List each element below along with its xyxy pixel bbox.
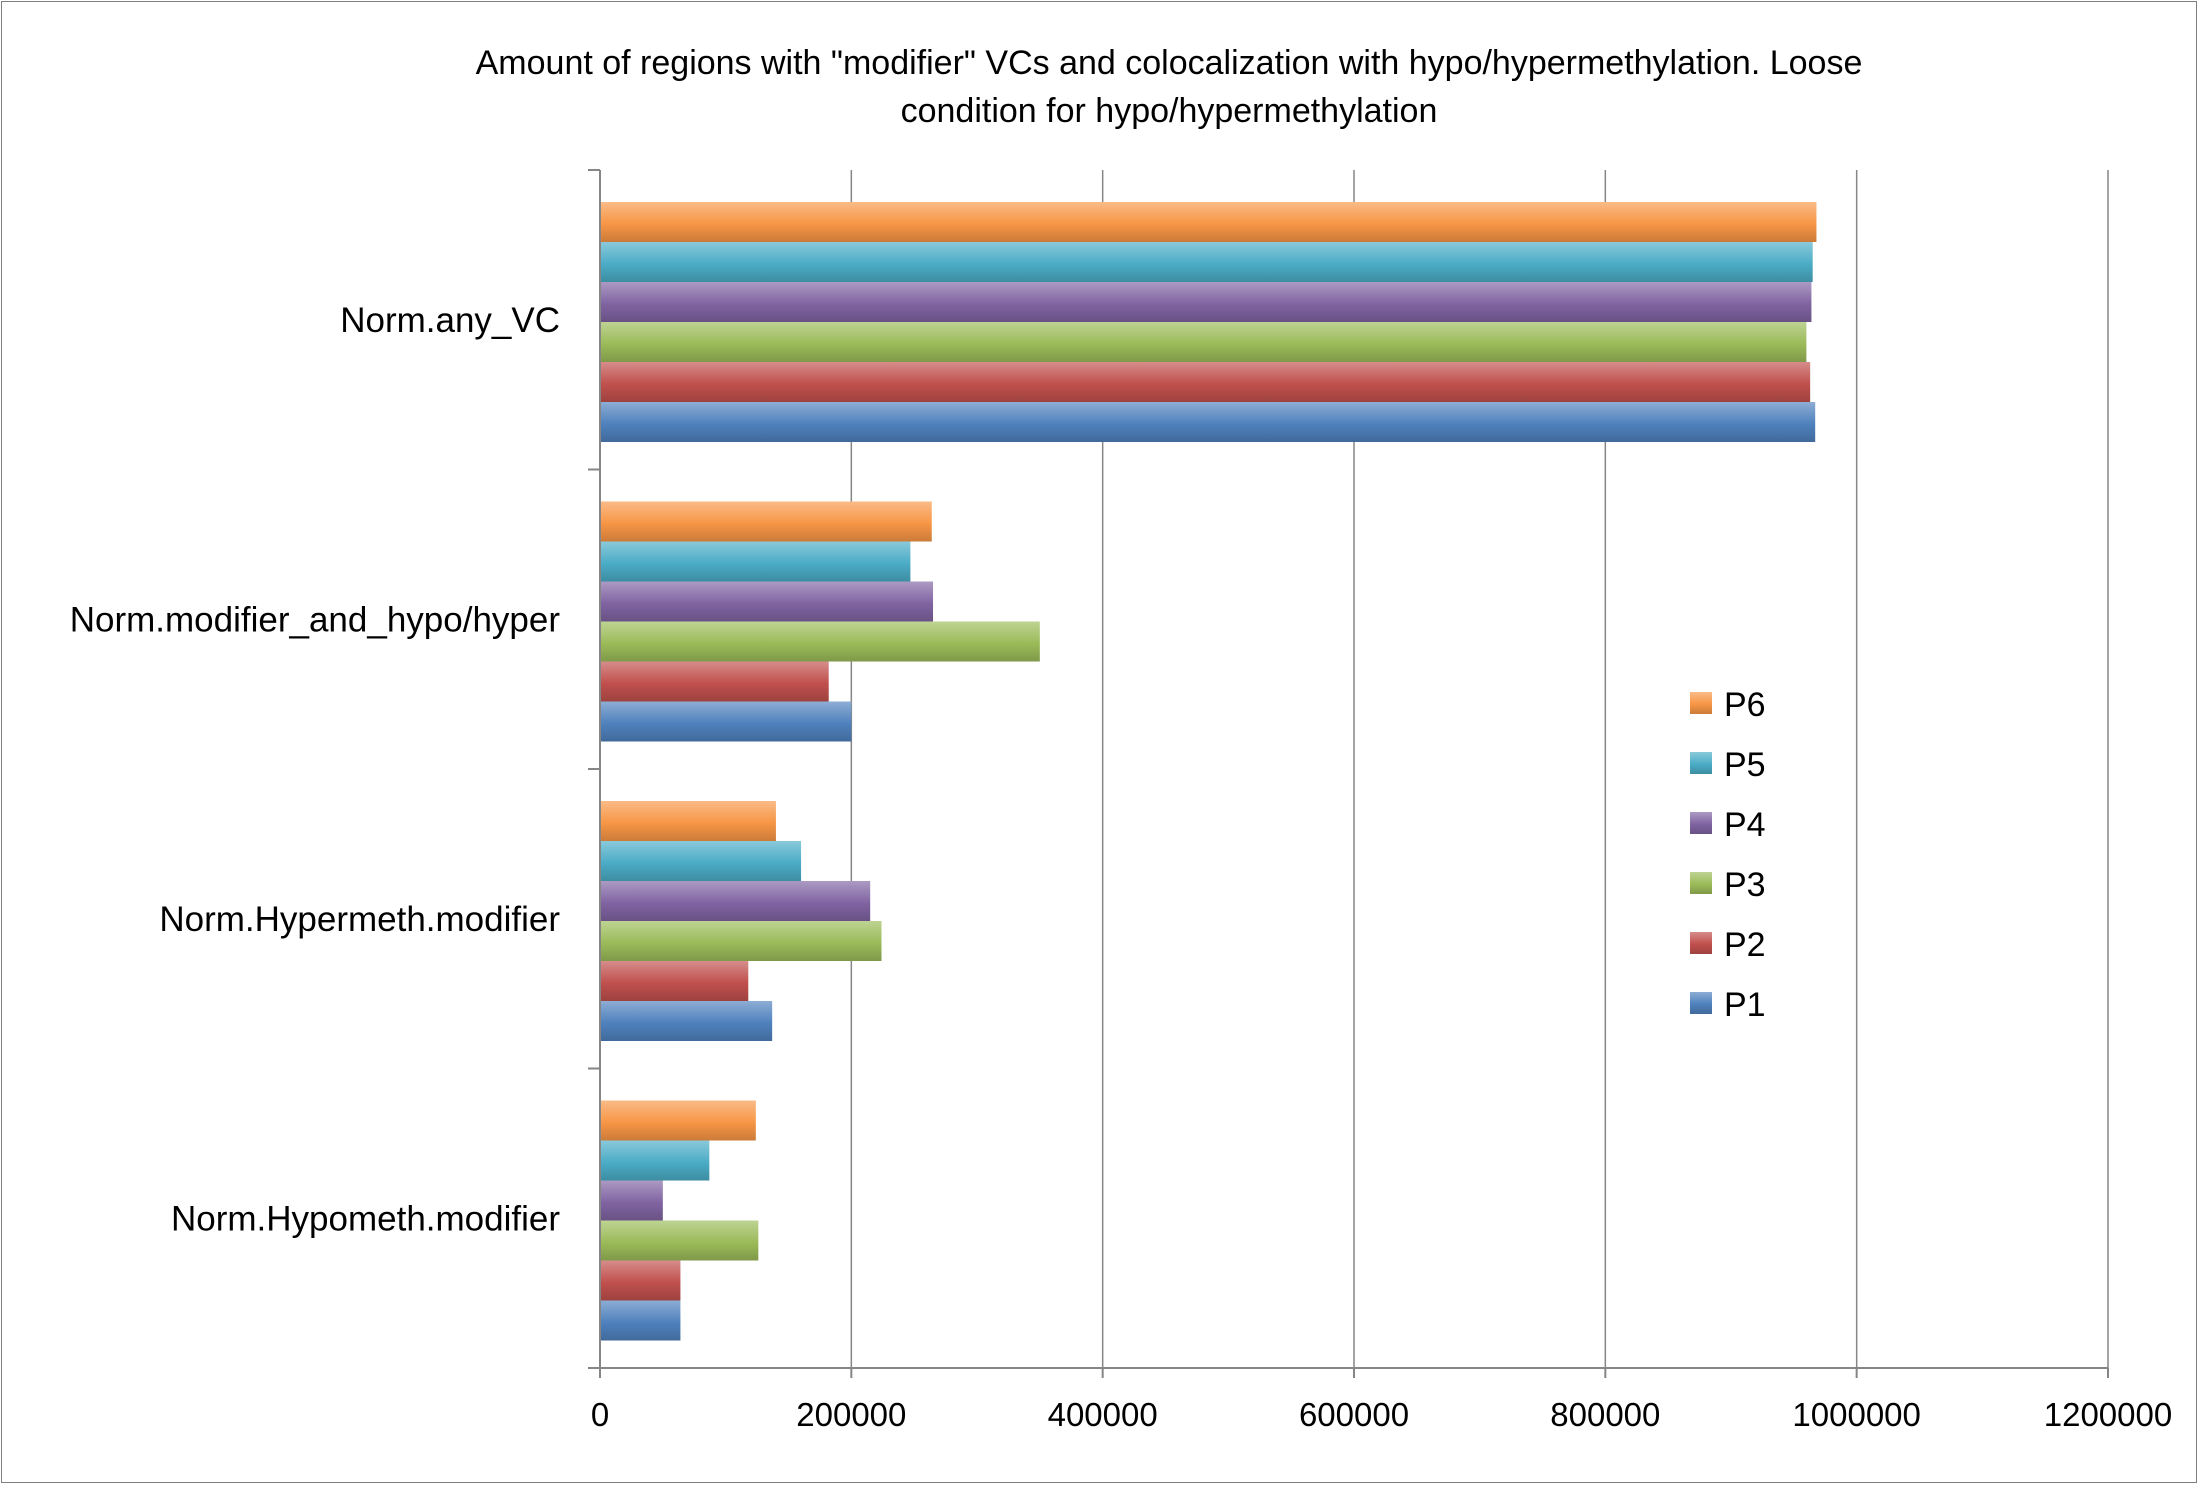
legend-label-p1: P1 xyxy=(1724,986,1766,1024)
bar-norm-hypometh-modifier-p5 xyxy=(600,1140,710,1181)
bar-norm-hypermeth-modifier-p1 xyxy=(600,1001,773,1041)
bar-norm-hypermeth-modifier-p6 xyxy=(600,801,776,841)
bar-norm-hypometh-modifier-p4 xyxy=(600,1180,663,1221)
legend-label-p6: P6 xyxy=(1724,686,1766,724)
bar-norm-any-vc-p5 xyxy=(600,242,1813,282)
x-tick-label: 1000000 xyxy=(1792,1396,1920,1433)
bar-norm-hypometh-modifier-p2 xyxy=(600,1260,681,1301)
bar-norm-hypermeth-modifier-p4 xyxy=(600,881,871,921)
x-tick-label: 600000 xyxy=(1299,1396,1409,1433)
x-tick-label: 1200000 xyxy=(2044,1396,2172,1433)
legend-swatch-p6 xyxy=(1690,692,1712,714)
legend-label-p2: P2 xyxy=(1724,926,1766,964)
x-tick-label: 800000 xyxy=(1550,1396,1660,1433)
legend-swatch-p3 xyxy=(1690,872,1712,894)
bar-norm-hypermeth-modifier-p2 xyxy=(600,961,749,1001)
bar-norm-hypermeth-modifier-p5 xyxy=(600,841,802,881)
bar-norm-any-vc-p4 xyxy=(600,282,1812,322)
bar-norm-modifier-and-hypo-hyper-p2 xyxy=(600,661,829,702)
legend-swatch-p1 xyxy=(1690,992,1712,1014)
bar-norm-modifier-and-hypo-hyper-p1 xyxy=(600,701,852,742)
category-labels: Norm.any_VC Norm.modifier_and_hypo/hyper N… xyxy=(70,301,561,1239)
legend-label-p5: P5 xyxy=(1724,746,1766,784)
legend-swatch-p2 xyxy=(1690,932,1712,954)
bar-norm-modifier-and-hypo-hyper-p5 xyxy=(600,541,911,582)
x-tick-labels: 0 200000 400000 600000 800000 1000000 1200000 xyxy=(591,1396,2172,1433)
legend-swatch-p5 xyxy=(1690,752,1712,774)
bar-norm-hypermeth-modifier-p3 xyxy=(600,921,882,961)
bar-norm-any-vc-p3 xyxy=(600,322,1807,362)
category-label-norm-hypometh-modifier: Norm.Hypometh.modifier xyxy=(171,1199,560,1238)
category-label-norm-modifier-and-hypo-hyper: Norm.modifier_and_hypo/hyper xyxy=(70,600,561,639)
legend-label-p3: P3 xyxy=(1724,866,1766,904)
chart-title-line-1: Amount of regions with "modifier" VCs an… xyxy=(476,44,1863,82)
legend-swatch-p4 xyxy=(1690,812,1712,834)
x-tick-label: 200000 xyxy=(796,1396,906,1433)
x-tick-label: 400000 xyxy=(1048,1396,1158,1433)
bar-norm-any-vc-p1 xyxy=(600,402,1816,442)
category-label-norm-any-vc: Norm.any_VC xyxy=(340,301,560,340)
bar-norm-hypometh-modifier-p3 xyxy=(600,1220,759,1261)
bar-norm-modifier-and-hypo-hyper-p6 xyxy=(600,501,932,542)
chart-title: Amount of regions with "modifier" VCs an… xyxy=(476,44,1863,130)
category-label-norm-hypermeth-modifier: Norm.Hypermeth.modifier xyxy=(159,900,560,939)
bar-norm-modifier-and-hypo-hyper-p4 xyxy=(600,581,934,622)
legend-label-p4: P4 xyxy=(1724,806,1766,844)
bar-norm-hypometh-modifier-p1 xyxy=(600,1300,681,1341)
bar-norm-modifier-and-hypo-hyper-p3 xyxy=(600,621,1040,662)
bar-norm-any-vc-p6 xyxy=(600,202,1817,242)
bar-norm-hypometh-modifier-p6 xyxy=(600,1100,756,1141)
bar-norm-any-vc-p2 xyxy=(600,362,1811,402)
chart-title-line-2: condition for hypo/hypermethylation xyxy=(901,92,1438,130)
bars xyxy=(600,202,1817,1341)
x-tick-label: 0 xyxy=(591,1396,609,1433)
legend: P6 P5 P4 P3 P2 P1 xyxy=(1690,686,1766,1024)
axes xyxy=(588,169,2109,1378)
